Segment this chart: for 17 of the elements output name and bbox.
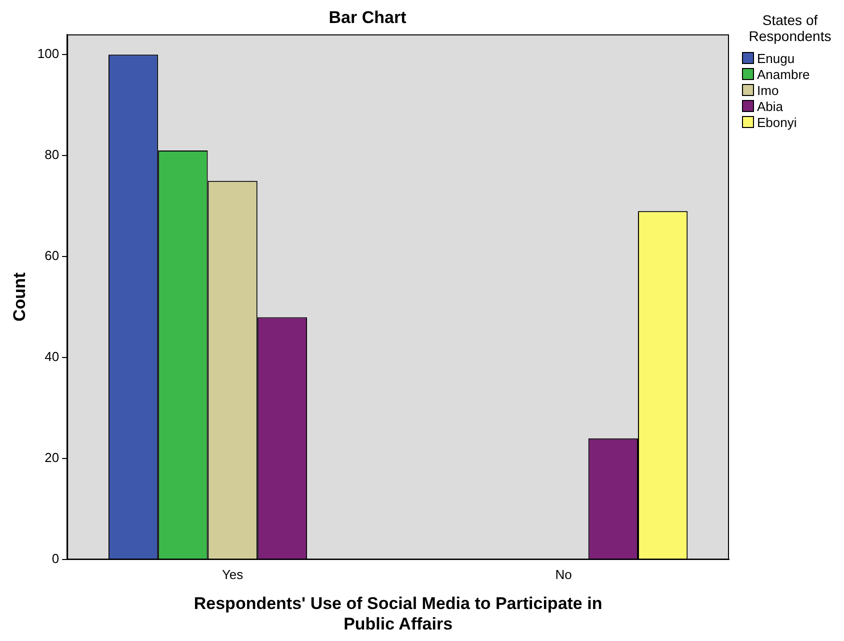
legend-label: Enugu	[757, 50, 795, 66]
y-tick-label: 0	[52, 551, 60, 566]
y-tick-label: 40	[44, 349, 60, 364]
y-tick-label: 100	[37, 46, 60, 62]
legend-label: Ebonyi	[757, 114, 797, 130]
chart-title: Bar Chart	[328, 8, 407, 27]
legend-label: Abia	[757, 98, 784, 114]
y-tick-label: 60	[44, 248, 60, 264]
y-axis-title: Count	[10, 272, 29, 322]
legend-label: Imo	[757, 82, 779, 98]
x-tick-label: Yes	[222, 566, 244, 582]
x-axis-title: Respondents' Use of Social Media to Participate in Public Affairs	[194, 594, 602, 634]
legend-label: Anambre	[757, 66, 810, 82]
x-tick-label: No	[555, 566, 572, 582]
y-tick-label: 20	[44, 450, 60, 466]
legend-title: States of Respondents	[748, 12, 832, 44]
y-tick-label: 80	[44, 147, 60, 162]
